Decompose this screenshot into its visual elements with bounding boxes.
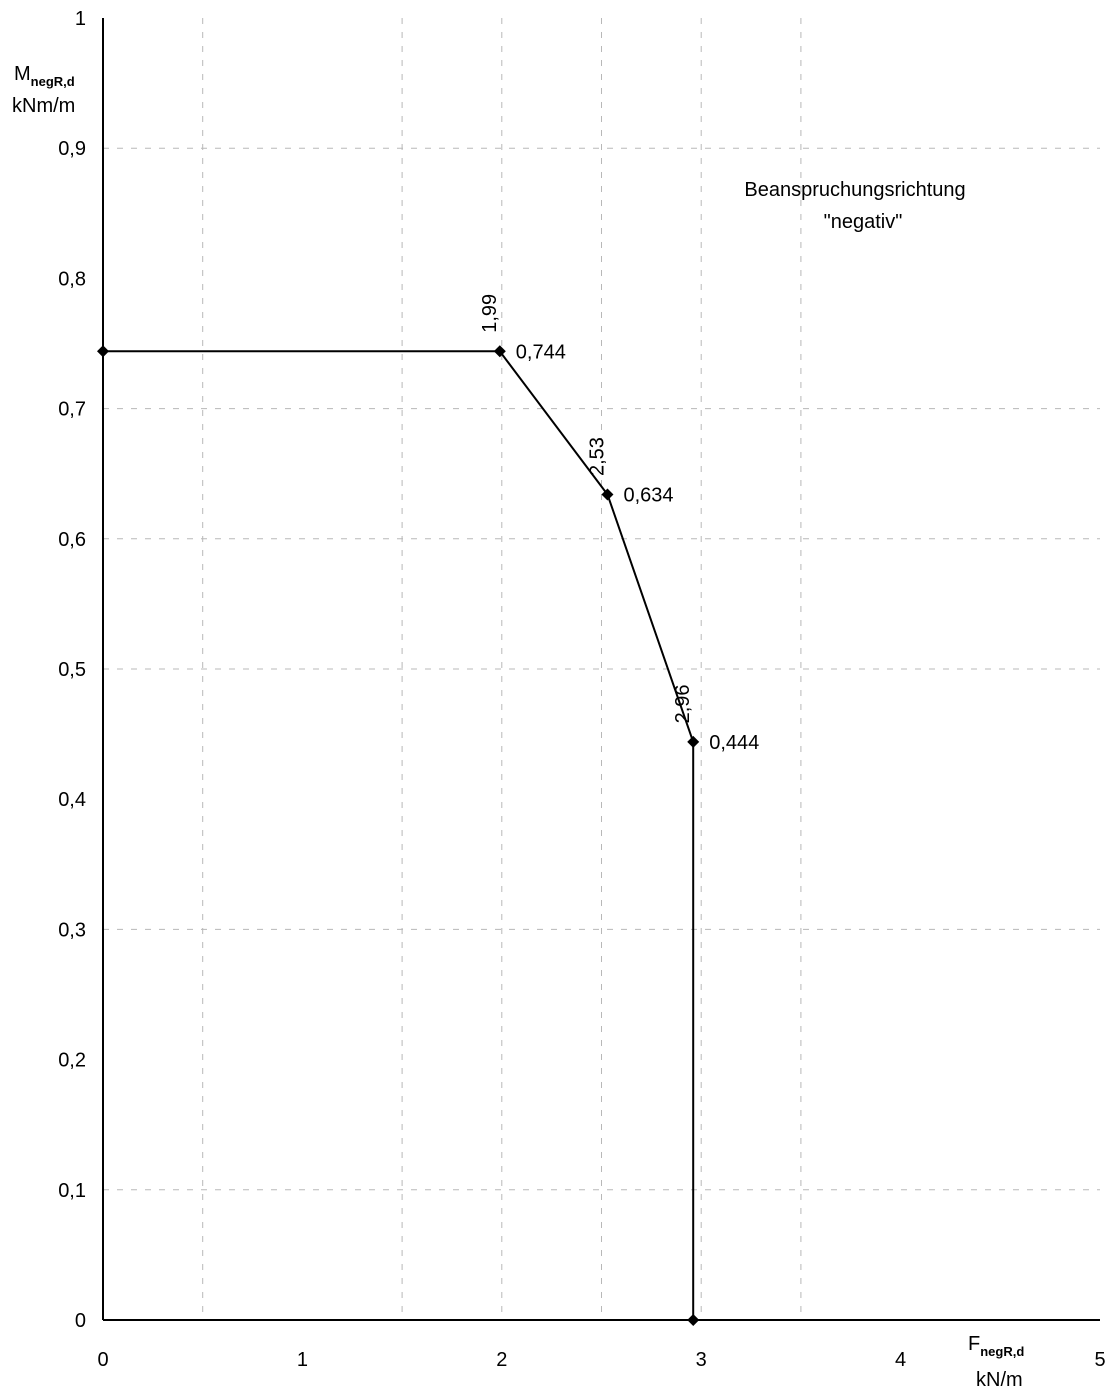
point-labels: 0,744 1,99 0,634 2,53 0,444 2,96 (479, 294, 759, 754)
x-tick-label: 5 (1094, 1349, 1105, 1371)
x-tick-label: 1 (297, 1349, 308, 1371)
data-point-marker (493, 345, 506, 358)
y-axis-label: MnegR,d (14, 63, 75, 89)
data-point-marker (601, 488, 614, 501)
y-tick-label: 0,9 (58, 138, 86, 160)
x-axis-label-main: F (968, 1333, 980, 1355)
series-boundary (97, 345, 700, 1326)
y-tick-label: 0,7 (58, 399, 86, 421)
point-x-label: 1,99 (479, 294, 501, 333)
y-tick-label: 0,5 (58, 659, 86, 681)
annotation-line-1: Beanspruchungsrichtung (744, 179, 965, 201)
y-tick-label: 0 (75, 1310, 86, 1332)
point-y-label: 0,744 (516, 341, 566, 363)
x-tick-label: 2 (496, 1349, 507, 1371)
y-tick-label: 0,4 (58, 789, 86, 811)
y-tick-label: 0,6 (58, 529, 86, 551)
data-point-marker (97, 345, 109, 358)
axes (102, 18, 1100, 1321)
x-tick-label: 3 (696, 1349, 707, 1371)
x-axis-label-sub: negR,d (980, 1344, 1024, 1359)
y-tick-label: 0,3 (58, 919, 86, 941)
tick-labels: 0 1 2 3 4 5 0 0,1 0,2 0,3 0,4 0,5 0,6 0,7 0,8 0,9 1 (58, 8, 1105, 1371)
point-x-label: 2,96 (672, 684, 694, 723)
point-x-label: 2,53 (586, 437, 608, 476)
y-axis-label-main: M (14, 63, 31, 85)
x-axis-label: FnegR,d (968, 1333, 1024, 1359)
y-tick-label: 0,8 (58, 268, 86, 290)
y-tick-label: 0,1 (58, 1180, 86, 1202)
data-point-marker (687, 1314, 700, 1326)
x-tick-label: 0 (97, 1349, 108, 1371)
grid (103, 18, 1100, 1320)
y-axis-unit: kNm/m (12, 95, 75, 117)
annotation-line-2: "negativ" (824, 211, 903, 233)
x-tick-label: 4 (895, 1349, 906, 1371)
y-axis-label-sub: negR,d (31, 74, 75, 89)
point-y-label: 0,634 (623, 485, 673, 507)
x-axis-unit: kN/m (976, 1369, 1023, 1391)
y-tick-label: 1 (75, 8, 86, 30)
data-point-marker (687, 735, 700, 748)
y-tick-label: 0,2 (58, 1050, 86, 1072)
point-y-label: 0,444 (709, 732, 759, 754)
